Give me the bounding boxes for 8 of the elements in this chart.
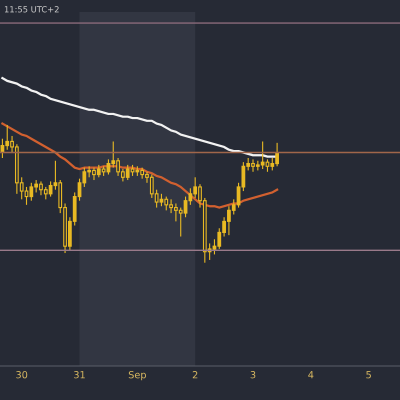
x-tick-label: 31 (74, 371, 85, 378)
text: 11:55 UTC+2 (4, 6, 59, 12)
x-tick-label: 30 (16, 371, 28, 378)
x-tick-label: 4 (308, 371, 314, 378)
x-tick-label: 2 (192, 371, 198, 378)
x-tick-label: 5 (366, 371, 371, 378)
x-tick-label: 3 (250, 371, 256, 378)
x-tick-label: Sep (128, 371, 146, 380)
